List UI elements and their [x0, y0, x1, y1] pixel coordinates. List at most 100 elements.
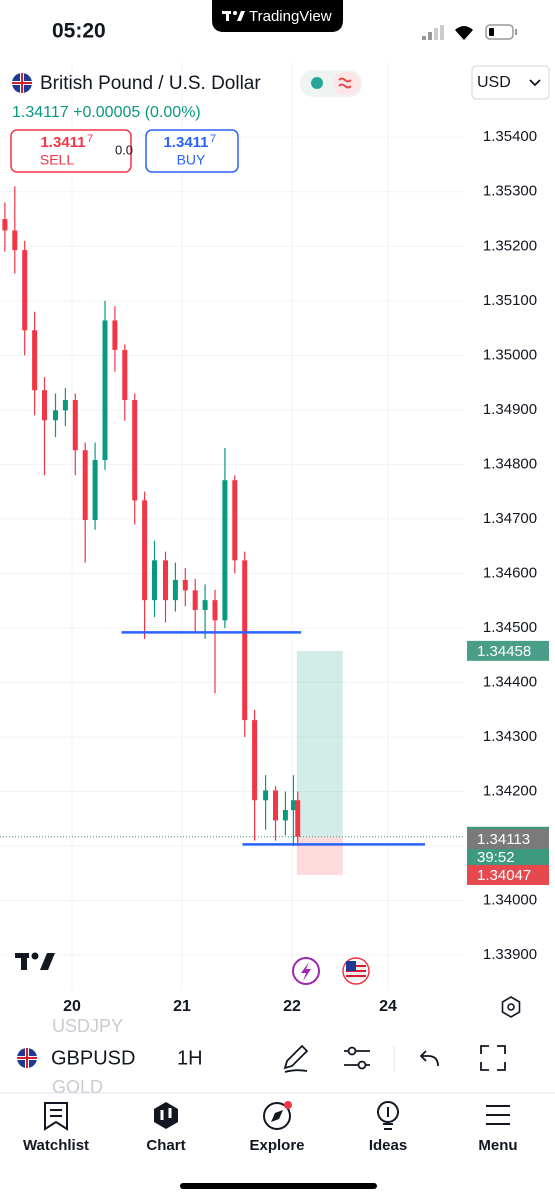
nav-label[interactable]: Explore — [249, 1137, 304, 1154]
price-label: 1.34047 — [477, 867, 531, 884]
watchlist-icon[interactable] — [44, 1102, 68, 1131]
x-tick-label: 21 — [173, 998, 191, 1015]
ideas-icon[interactable] — [377, 1101, 399, 1123]
explore-badge — [284, 1101, 292, 1109]
price-label-bg — [467, 640, 549, 661]
settings-icon[interactable] — [501, 996, 521, 1018]
candle-body — [72, 400, 78, 451]
price-label: 1.34458 — [477, 643, 531, 660]
candle-body — [53, 410, 58, 421]
buy-price-sup: 7 — [210, 133, 216, 145]
next-symbol[interactable]: GOLD — [52, 1077, 103, 1097]
x-tick-label: 24 — [379, 998, 397, 1015]
sell-button[interactable] — [10, 129, 132, 173]
candle-body — [172, 579, 178, 601]
volatility-icon — [333, 72, 360, 95]
candle-body — [92, 460, 98, 521]
candle-body — [62, 400, 68, 411]
candle-body — [182, 579, 188, 591]
nav-labels: Watchlist Chart Explore Ideas Menu — [23, 1137, 518, 1154]
status-time: 05:20 — [52, 20, 106, 43]
wifi-icon — [455, 26, 473, 40]
candle-body — [32, 330, 38, 391]
candle-body — [152, 560, 157, 601]
spread: 0.0 — [115, 142, 133, 157]
chart-icon-candles — [160, 1108, 172, 1120]
candle-body — [112, 320, 118, 350]
buy-label: BUY — [177, 152, 206, 168]
chart-icon[interactable] — [154, 1102, 178, 1129]
candle-body — [42, 390, 47, 421]
y-tick-label: 1.35400 — [483, 128, 537, 145]
nav-label[interactable]: Ideas — [369, 1137, 407, 1154]
signal-icon — [422, 25, 444, 40]
compass-needle — [271, 1110, 283, 1122]
candle-body — [163, 560, 168, 601]
loss-zone — [296, 836, 343, 875]
price-label-bg — [467, 828, 549, 849]
y-tick-label: 1.34700 — [483, 510, 537, 527]
app-pill — [212, 0, 343, 32]
candle-body — [142, 500, 148, 601]
candle-body — [242, 560, 248, 721]
chart-area: 1.35400 1.35300 1.35200 1.35100 1.35000 1.349… — [0, 62, 549, 1015]
candle-body — [192, 590, 198, 610]
candle-body — [12, 230, 18, 251]
home-indicator — [180, 1183, 377, 1189]
chevron — [529, 79, 541, 87]
market-open-dot — [311, 77, 323, 89]
candle-body — [232, 480, 238, 561]
candle-body — [132, 400, 138, 501]
candle-body — [102, 320, 108, 461]
knob — [347, 1046, 357, 1056]
drawing-icon[interactable] — [283, 1044, 309, 1073]
y-tick-label: 1.33900 — [483, 946, 537, 963]
y-tick-label: 1.35100 — [483, 292, 537, 309]
symbol-flag — [17, 1048, 37, 1068]
candle-body — [290, 800, 296, 811]
us-event-icon[interactable] — [342, 957, 370, 985]
candle-body — [2, 219, 8, 231]
price-label: 1.34113 — [477, 831, 530, 848]
nav-label[interactable]: Menu — [478, 1137, 517, 1154]
x-tick-label: 20 — [63, 998, 81, 1015]
candle-body — [202, 600, 208, 610]
symbol-name: British Pound / U.S. Dollar — [40, 73, 261, 94]
battery-icon — [485, 24, 517, 40]
fullscreen-icon[interactable] — [480, 1045, 506, 1071]
candle-body — [263, 790, 269, 801]
y-tick-label: 1.34400 — [483, 673, 537, 690]
currency-button[interactable] — [471, 65, 550, 100]
candle-body — [122, 349, 128, 401]
lightning — [301, 962, 311, 981]
candle-body — [222, 480, 228, 621]
flag-icon — [12, 73, 32, 93]
sell-price-sup: 7 — [87, 133, 93, 145]
symbol[interactable]: GBPUSD — [51, 1047, 135, 1069]
interval[interactable]: 1H — [177, 1047, 203, 1069]
settings-dot — [507, 1003, 515, 1011]
y-tick-label: 1.34900 — [483, 401, 537, 418]
price-change: 1.34117 +0.00005 (0.00%) — [12, 104, 201, 121]
prev-symbol[interactable]: USDJPY — [52, 1016, 123, 1036]
bulb-base — [383, 1107, 393, 1130]
app-name: TradingView — [249, 8, 332, 25]
price-label-bg — [467, 864, 549, 885]
profit-zone — [296, 650, 343, 837]
nav-label[interactable]: Chart — [146, 1137, 185, 1154]
y-tick-label: 1.35200 — [483, 237, 537, 254]
y-tick-label: 1.34000 — [483, 892, 537, 909]
candle-body — [282, 810, 288, 821]
countdown: 39:52 — [477, 849, 515, 866]
undo-icon[interactable] — [419, 1050, 439, 1067]
nav-label[interactable]: Watchlist — [23, 1137, 89, 1154]
buy-button[interactable] — [145, 129, 239, 173]
candle-body — [273, 790, 278, 821]
x-tick-label: 22 — [283, 998, 301, 1015]
candle-body — [252, 720, 258, 801]
explore-icon[interactable] — [263, 1102, 291, 1130]
menu-icon[interactable] — [486, 1105, 510, 1125]
